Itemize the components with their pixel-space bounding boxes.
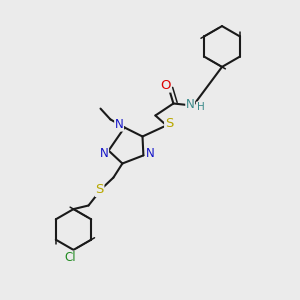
Text: O: O [160, 79, 170, 92]
Text: S: S [95, 183, 104, 196]
Text: N: N [186, 98, 195, 111]
Text: H: H [196, 102, 204, 112]
Text: N: N [115, 118, 124, 131]
Text: S: S [165, 117, 173, 130]
Text: N: N [100, 147, 109, 160]
Text: N: N [146, 147, 154, 161]
Text: Cl: Cl [65, 251, 76, 264]
